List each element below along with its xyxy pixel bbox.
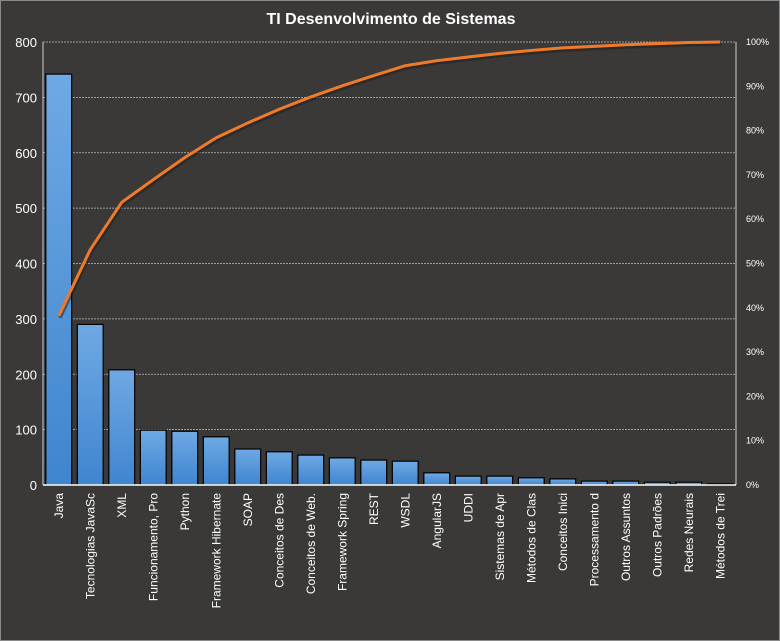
bar-2: [108, 369, 136, 486]
bar-11: [391, 460, 419, 486]
bar-16: [549, 478, 577, 486]
x-tick-label: AngularJS: [430, 493, 444, 548]
x-tick-label: Python: [178, 493, 192, 530]
y2-tick-label: 60%: [746, 214, 764, 224]
y-tick-label: 500: [15, 201, 37, 216]
bar-3: [139, 429, 167, 486]
x-tick-label: Processamento d: [587, 493, 601, 586]
y-tick-label: 700: [15, 90, 37, 105]
x-tick-label: Outros Assuntos: [619, 493, 633, 581]
x-tick-label: XML: [115, 493, 129, 518]
bar-8: [297, 454, 325, 486]
x-tick-label: Redes Neurais: [682, 493, 696, 572]
y-tick-label: 800: [15, 35, 37, 50]
y2-tick-label: 100%: [746, 37, 769, 47]
x-tick-label: Conceitos de Des: [272, 493, 286, 588]
y-tick-label: 100: [15, 423, 37, 438]
y-tick-label: 300: [15, 312, 37, 327]
bar-12: [423, 472, 451, 486]
x-tick-label: SOAP: [241, 493, 255, 526]
x-tick-label: Java: [52, 493, 66, 519]
y2-tick-label: 80%: [746, 126, 764, 136]
bar-4: [171, 430, 199, 486]
y2-tick-label: 90%: [746, 81, 764, 91]
y2-tick-label: 0%: [746, 480, 759, 490]
x-tick-label: Métodos de Trei: [713, 493, 727, 579]
cumulative-percent-line: [57, 40, 721, 317]
bar-13: [454, 475, 482, 486]
y-tick-label: 0: [30, 478, 37, 493]
chart-title: TI Desenvolvimento de Sistemas: [267, 11, 516, 28]
x-tick-label: Conceitos de Web.: [304, 493, 318, 594]
y-tick-label: 200: [15, 367, 37, 382]
x-tick-label: REST: [367, 492, 381, 525]
bar-9: [328, 457, 356, 486]
y-tick-label: 600: [15, 146, 37, 161]
y2-tick-label: 20%: [746, 391, 764, 401]
bar-14: [486, 475, 514, 486]
x-tick-label: Framework Spring: [335, 493, 349, 591]
y2-tick-label: 10%: [746, 436, 764, 446]
x-tick-label: Conceitos Inici: [556, 493, 570, 571]
bar-1: [76, 323, 104, 486]
y2-tick-label: 50%: [746, 259, 764, 269]
x-tick-label: UDDI: [461, 493, 475, 522]
bar-0: [45, 73, 73, 486]
y2-tick-label: 40%: [746, 303, 764, 313]
bar-10: [360, 459, 388, 486]
y-tick-label: 400: [15, 257, 37, 272]
x-tick-label: Funcionamento, Pro: [146, 493, 160, 601]
x-tick-label: Framework Hibernate: [209, 493, 223, 609]
x-tick-label: WSDL: [398, 493, 412, 528]
y2-tick-label: 70%: [746, 170, 764, 180]
bar-7: [265, 451, 293, 486]
cumulative-line-shadow: [57, 42, 722, 319]
x-tick-label: Tecnologias JavaSc: [83, 493, 97, 599]
x-tick-label: Métodos de Clas: [524, 493, 538, 583]
x-tick-label: Sistemas de Apr: [493, 493, 507, 580]
x-tick-label: Outros Padrões: [650, 493, 664, 577]
bar-15: [517, 477, 545, 486]
bar-6: [234, 448, 262, 486]
y2-tick-label: 30%: [746, 347, 764, 357]
bar-5: [202, 436, 230, 486]
